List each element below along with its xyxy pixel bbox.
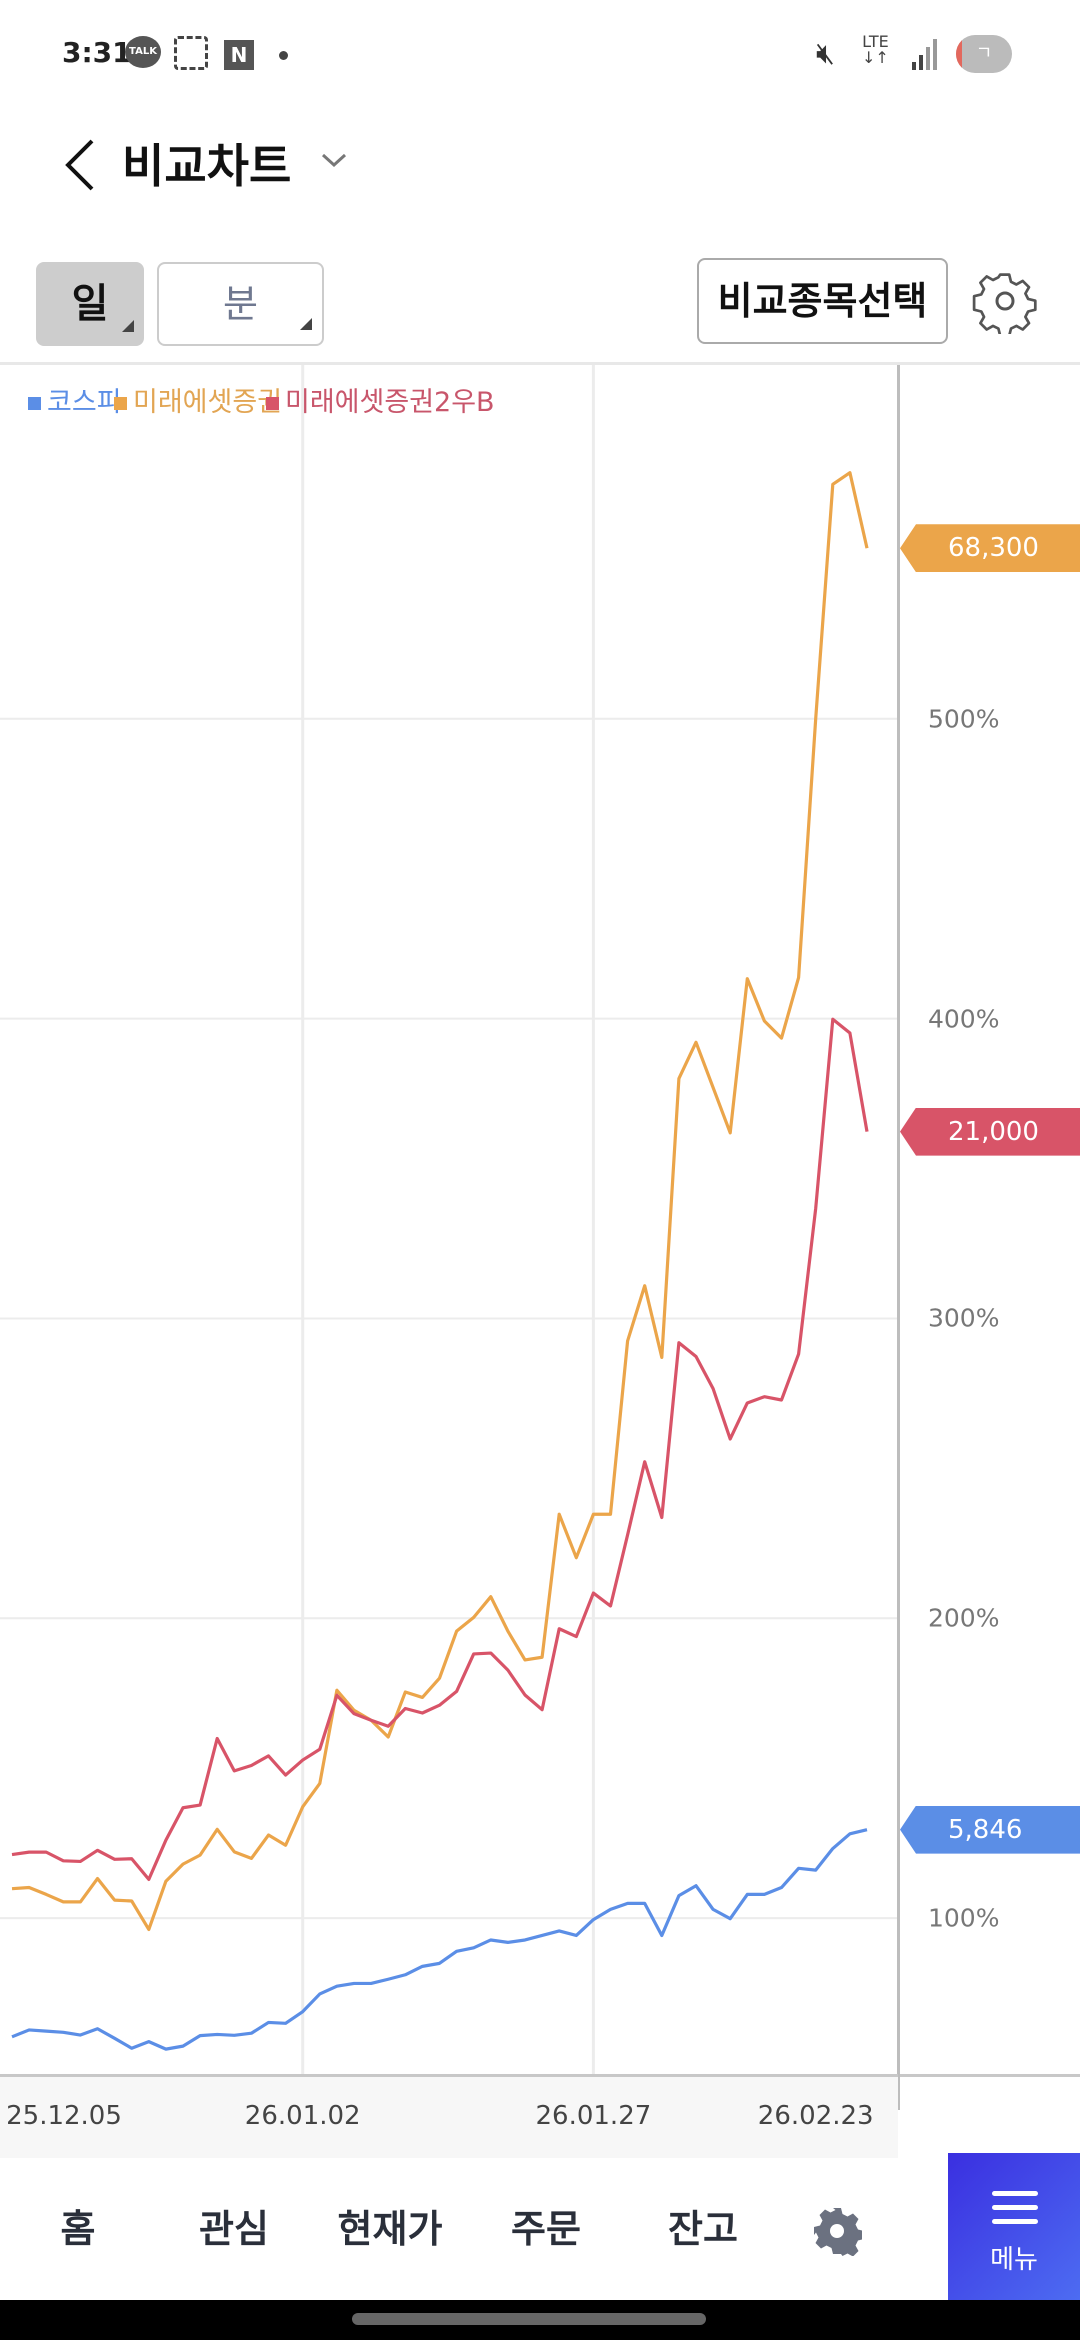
x-axis-corner <box>900 2074 1080 2158</box>
period-minute-label: 분 <box>223 282 258 326</box>
nav-current-price[interactable]: 현재가 <box>337 2207 443 2251</box>
nav-order[interactable]: 주문 <box>511 2207 581 2251</box>
x-tick-label: 26.01.02 <box>244 2101 361 2131</box>
legend-label: 코스피 <box>47 387 122 418</box>
network-label: LTE <box>862 32 889 51</box>
x-tick-label: 26.01.27 <box>535 2101 652 2131</box>
nav-balance[interactable]: 잔고 <box>668 2207 738 2251</box>
divider <box>0 362 1080 365</box>
kakaotalk-icon: TALK <box>125 36 161 68</box>
system-nav-bar <box>0 2300 1080 2340</box>
home-gesture-pill[interactable] <box>352 2313 706 2325</box>
gear-icon[interactable] <box>972 268 1038 334</box>
signal-icon <box>912 39 937 70</box>
y-tick-label: 500% <box>928 704 1000 734</box>
lte-icon: LTE ↓↑ <box>862 32 889 67</box>
x-tick-label: 26.02.23 <box>757 2101 874 2131</box>
period-day-label: 일 <box>71 281 109 327</box>
period-minute-button[interactable]: 분 <box>157 262 324 346</box>
naver-icon: N <box>224 40 254 70</box>
legend-item-kospi: 코스피 <box>28 380 122 419</box>
bottom-nav: 홈 관심 현재가 주문 잔고 메뉴 <box>0 2153 1080 2301</box>
chevron-down-icon[interactable] <box>320 150 348 170</box>
x-tick-label: 25.12.05 <box>6 2101 122 2131</box>
menu-label: 메뉴 <box>990 2245 1038 2275</box>
screenshot-icon <box>174 36 208 70</box>
page-title[interactable]: 비교차트 <box>122 139 292 193</box>
mute-icon: 🔇︎ <box>816 36 835 71</box>
notification-dot-icon <box>279 51 288 60</box>
chevron-left-icon[interactable] <box>60 138 100 192</box>
series-line-0 <box>11 1828 868 2051</box>
series-line-2 <box>11 1017 869 1882</box>
legend-swatch <box>28 397 41 410</box>
series-line-1 <box>11 471 869 1932</box>
period-day-button[interactable]: 일 <box>36 262 144 346</box>
nav-watchlist[interactable]: 관심 <box>199 2207 269 2251</box>
dropdown-corner-icon <box>300 318 312 330</box>
nav-home[interactable]: 홈 <box>60 2207 96 2251</box>
legend-label: 미래에셋증권 <box>133 387 283 418</box>
last-price-tag: 68,300 <box>900 524 1080 573</box>
gear-icon[interactable] <box>812 2206 862 2256</box>
y-axis-divider <box>897 365 900 2110</box>
last-price-tag: 21,000 <box>900 1107 1080 1156</box>
legend-label: 미래에셋증권2우B <box>285 387 495 418</box>
legend-item-mirae-pref: 미래에셋증권2우B <box>266 380 495 419</box>
y-tick-label: 200% <box>928 1603 1000 1633</box>
status-time: 3:31 <box>62 36 132 69</box>
legend-swatch <box>266 397 279 410</box>
legend-item-mirae: 미래에셋증권 <box>114 380 282 419</box>
status-bar: 3:31 TALK N 🔇︎ LTE ↓↑ ㄱ <box>0 0 1080 100</box>
legend-swatch <box>114 397 127 410</box>
battery-icon: ㄱ <box>956 35 1012 73</box>
menu-button[interactable]: 메뉴 <box>948 2153 1080 2301</box>
hamburger-icon <box>992 2191 1038 2233</box>
comparison-chart[interactable] <box>0 365 898 2074</box>
dropdown-corner-icon <box>122 320 134 332</box>
battery-label: ㄱ <box>975 43 993 64</box>
y-tick-label: 300% <box>928 1303 1000 1333</box>
x-axis: 25.12.05 26.01.02 26.01.27 26.02.23 <box>0 2074 898 2158</box>
compare-select-button[interactable]: 비교종목선택 <box>697 258 948 344</box>
y-tick-label: 400% <box>928 1004 1000 1034</box>
y-tick-label: 100% <box>928 1903 1000 1933</box>
last-price-tag: 5,846 <box>900 1805 1080 1854</box>
